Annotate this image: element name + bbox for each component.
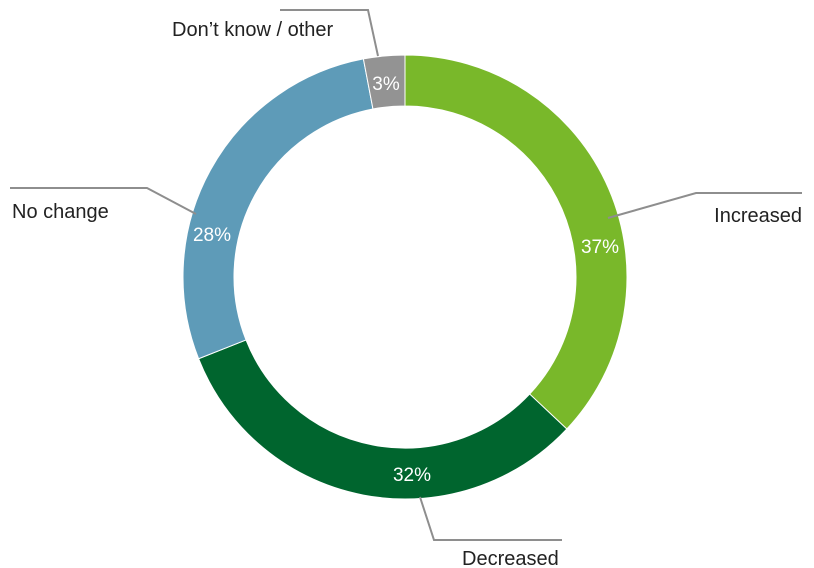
slice-value-label-no-change: 28%	[193, 225, 231, 246]
leader-decreased	[419, 496, 562, 541]
leader-other	[280, 9, 379, 57]
slice-value-label-increased: 37%	[581, 237, 619, 258]
leader-lines	[10, 9, 802, 541]
slice-value-label-decreased: 32%	[393, 465, 431, 486]
category-label-increased: Increased	[714, 205, 802, 227]
category-label-no-change: No change	[12, 201, 109, 223]
donut-slices	[182, 54, 628, 500]
leader-increased	[607, 192, 802, 219]
slice-other	[362, 54, 406, 110]
slice-decreased	[197, 339, 568, 500]
slice-increased	[404, 54, 628, 430]
leader-no-change	[10, 187, 197, 215]
slice-value-label-other: 3%	[372, 74, 400, 95]
slice-no-change	[182, 58, 374, 360]
category-label-decreased: Decreased	[462, 548, 559, 568]
category-label-other: Don’t know / other	[172, 19, 334, 41]
